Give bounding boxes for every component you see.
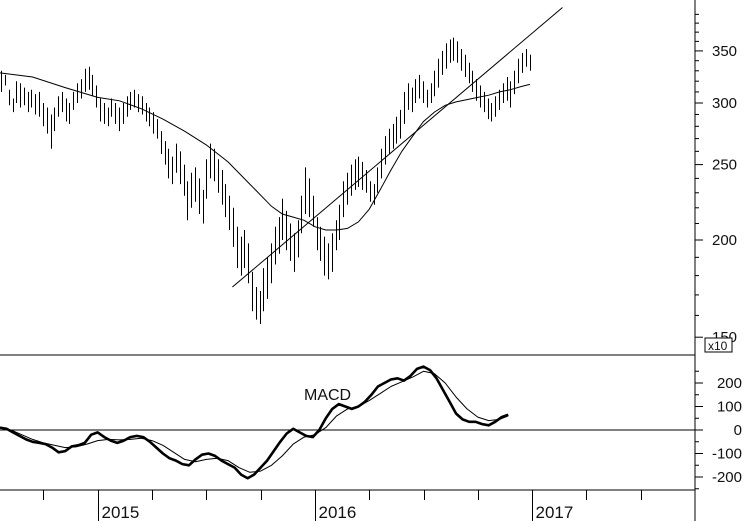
signal-line <box>0 370 509 473</box>
x-axis: 2015 2016 2017 <box>0 489 695 521</box>
macd-y-tick-label: 100 <box>717 399 742 416</box>
macd-y-tick-label: 200 <box>717 375 742 392</box>
macd-label: MACD <box>304 387 351 404</box>
scale-multiplier-label: x10 <box>708 339 728 353</box>
macd-y-tick-label: -100 <box>712 446 742 463</box>
moving-average-line <box>0 72 531 231</box>
price-y-tick-label: 200 <box>712 232 737 249</box>
macd-y-tick-label: 0 <box>734 422 742 439</box>
x-year-label: 2015 <box>102 503 140 521</box>
macd-y-tick-label: -200 <box>712 469 742 486</box>
multiplier-box <box>704 337 733 353</box>
macd-panel: x10 MACD 200 100 0 -100 -200 <box>0 337 742 490</box>
trendline <box>232 7 563 288</box>
price-y-tick-label: 350 <box>712 43 737 60</box>
price-y-tick-label: 250 <box>712 157 737 174</box>
x-year-label: 2017 <box>536 503 574 521</box>
x-year-label: 2016 <box>319 503 357 521</box>
macd-line <box>0 365 509 480</box>
price-y-tick-label: 300 <box>712 95 737 112</box>
